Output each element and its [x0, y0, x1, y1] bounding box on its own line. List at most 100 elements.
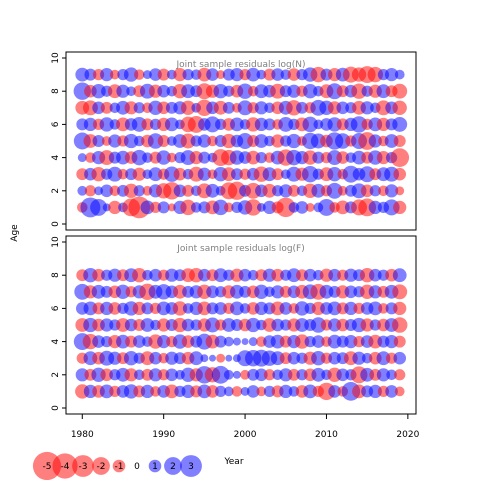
bubble-log-n-age2-2011 — [326, 182, 343, 199]
bubble-log-f-age1-1988 — [140, 384, 155, 399]
legend-label--3: -3 — [79, 462, 88, 472]
bubble-log-n-age8-1982 — [91, 84, 106, 99]
bubble-log-f-age3-1997 — [216, 353, 226, 363]
bubble-log-f-age2-2017 — [376, 368, 391, 382]
bubble-log-f-age8-1982 — [92, 268, 105, 282]
bubble-log-n-age8-2000 — [237, 83, 253, 99]
legend-label--5: -5 — [43, 462, 52, 472]
bubble-log-n-age4-1990 — [156, 150, 171, 165]
bubble-log-f-age2-1989 — [148, 368, 163, 382]
bubble-log-n-age1-1993 — [180, 199, 196, 216]
bubble-log-n-age7-2002 — [254, 101, 268, 115]
bubble-log-n-age5-1996 — [207, 135, 218, 147]
bubble-log-n-age2-1981 — [84, 185, 97, 197]
bubble-log-f-age7-2013 — [344, 285, 358, 299]
bubble-log-n-age2-2012 — [337, 185, 348, 196]
bubble-log-f-age1-2008 — [303, 384, 318, 399]
bubble-log-f-age8-2011 — [328, 268, 341, 282]
bubble-log-f-age2-2009 — [311, 367, 326, 382]
bubble-log-f-age1-1999 — [231, 386, 243, 397]
bubble-log-n-age8-2008 — [303, 84, 318, 99]
bubble-log-n-age2-1980 — [77, 185, 88, 196]
bubble-log-n-age2-2009 — [311, 183, 326, 198]
bubble-log-n-age3-1989 — [148, 167, 163, 182]
bubble-log-n-age3-1982 — [91, 167, 106, 182]
bubble-log-f-age5-1983 — [100, 318, 114, 332]
legend-label-1: 1 — [152, 462, 158, 472]
bubble-log-n-age2-2018 — [384, 184, 399, 198]
legend-label-2: 2 — [170, 462, 176, 472]
bubble-log-n-age8-1986 — [126, 86, 136, 97]
y-tick-label-log-f-10: 10 — [51, 236, 61, 248]
legend-label-0: 0 — [134, 462, 140, 472]
bubble-log-n-age9-1992 — [173, 67, 187, 82]
bubble-log-n-age9-2001 — [246, 67, 261, 82]
bubble-log-f-age8-2001 — [247, 269, 259, 281]
bubble-log-n-age1-1982 — [90, 198, 108, 216]
bubble-log-f-age2-1983 — [100, 368, 113, 382]
legend-bubble--5 — [32, 451, 62, 480]
bubble-log-f-age1-1983 — [99, 384, 114, 399]
bubble-log-n-age9-1983 — [100, 67, 114, 82]
bubble-log-n-age6-1988 — [141, 118, 154, 131]
bubble-log-f-age6-1999 — [230, 301, 244, 316]
bubble-log-f-age7-2019 — [392, 284, 408, 300]
bubble-log-n-age5-1995 — [197, 134, 211, 148]
bubble-log-f-age2-2000 — [240, 369, 250, 380]
bubble-log-n-age7-1998 — [222, 101, 235, 114]
bubble-log-n-age2-1996 — [205, 183, 220, 198]
bubble-log-f-age3-2006 — [287, 351, 301, 365]
bubble-log-n-age6-1981 — [83, 117, 98, 132]
bubble-log-n-age9-1999 — [230, 67, 244, 82]
bubble-log-n-age6-2008 — [302, 116, 318, 133]
panel-log-n: Joint sample residuals log(N) 0 2 4 6 8 10 — [51, 51, 417, 231]
bubble-log-f-age4-1982 — [92, 335, 105, 348]
plot-frame-log-n — [65, 51, 417, 231]
bubble-log-n-age3-1999 — [230, 168, 243, 181]
bubble-log-f-age1-2018 — [385, 385, 398, 398]
bubble-log-f-age4-1999 — [232, 337, 241, 346]
bubble-log-n-age5-1990 — [157, 135, 170, 147]
bubble-log-n-age6-2005 — [278, 116, 294, 132]
bubble-log-n-age1-2008 — [305, 202, 315, 212]
bubbles-log-f — [73, 268, 408, 401]
y-tick-label-log-f-4: 4 — [51, 338, 61, 344]
bubble-log-f-age8-2008 — [303, 268, 317, 282]
bubble-log-n-age6-2019 — [392, 116, 408, 132]
bubble-log-n-age4-1980 — [77, 153, 87, 163]
legend-label--1: -1 — [115, 462, 124, 472]
bubble-log-n-age4-2017 — [376, 150, 391, 165]
bubble-log-f-age5-2015 — [360, 318, 374, 332]
bubble-log-n-age7-1983 — [100, 101, 113, 114]
bubble-log-n-age6-1983 — [99, 117, 114, 132]
y-tick-label-log-n-6: 6 — [51, 121, 61, 127]
bubble-log-n-age3-2004 — [271, 168, 284, 181]
bubble-log-n-age3-2008 — [301, 165, 319, 183]
bubble-log-n-age2-1987 — [133, 185, 145, 197]
bubble-log-f-age5-2004 — [271, 318, 284, 332]
bubble-log-n-age5-2016 — [368, 134, 382, 148]
bubble-log-n-age1-1997 — [212, 199, 229, 216]
bubble-log-f-age2-1987 — [133, 369, 145, 381]
bubble-log-n-age2-1986 — [123, 183, 139, 198]
bubble-log-n-age7-2000 — [237, 100, 253, 116]
legend-bubble-1 — [148, 459, 162, 473]
bubble-log-f-age2-2003 — [263, 369, 276, 381]
bubble-log-n-age2-2019 — [395, 186, 405, 196]
bubble-log-f-age3-1994 — [189, 351, 204, 366]
bubble-log-f-age1-1996 — [206, 385, 219, 398]
y-tick-label-log-f-6: 6 — [51, 305, 61, 311]
bubble-log-n-age2-1983 — [100, 184, 113, 198]
y-axis-log-f: 0 2 4 6 8 10 — [51, 236, 66, 411]
bubble-log-n-age4-1988 — [142, 152, 153, 163]
bubble-log-f-age3-1995 — [200, 354, 209, 363]
bubble-log-f-age1-2003 — [263, 385, 276, 398]
x-axis-title: Year — [223, 457, 243, 467]
bubble-log-n-age1-1998 — [223, 202, 234, 213]
bubble-log-f-age1-1991 — [164, 384, 179, 399]
bubble-log-f-age1-1997 — [215, 385, 227, 398]
bubble-log-f-age4-2001 — [248, 337, 258, 347]
bubble-log-n-age7-2019 — [392, 100, 407, 115]
bubble-log-f-age6-2013 — [344, 301, 358, 316]
